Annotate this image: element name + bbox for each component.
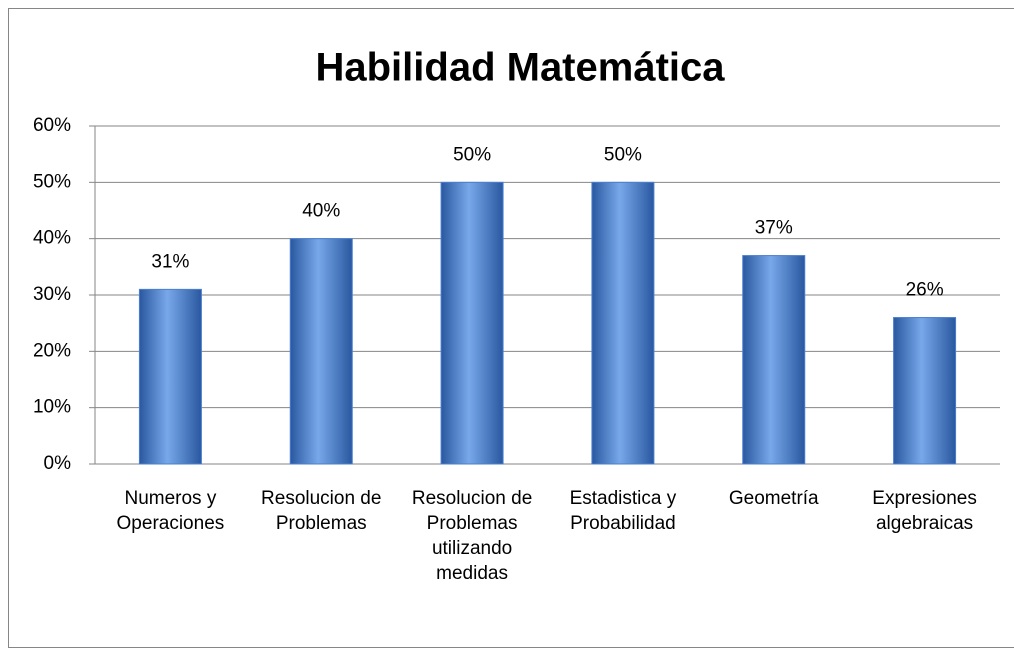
y-tick-label: 40% — [33, 228, 71, 249]
y-tick-label: 30% — [33, 284, 71, 305]
y-tick-label: 50% — [33, 171, 71, 192]
bar — [591, 181, 655, 465]
bar — [289, 238, 353, 465]
y-tick-label: 60% — [33, 115, 71, 136]
chart-title: Habilidad Matemática — [315, 46, 725, 90]
bar — [138, 288, 202, 465]
x-tick-label: Estadistica y Probabilidad — [569, 488, 677, 534]
data-label: 31% — [151, 251, 189, 272]
data-label: 37% — [755, 218, 793, 239]
bar — [893, 317, 957, 465]
data-label: 40% — [302, 201, 340, 222]
y-tick-label: 20% — [33, 340, 71, 361]
chart: Habilidad Matemática 0% 10% 20% 30% 40% 50% 60… — [33, 46, 1000, 474]
y-tick-label: 0% — [44, 453, 72, 474]
x-tick-label: Resolucion de Problemas — [261, 488, 382, 534]
y-tick-label: 10% — [33, 397, 71, 418]
x-tick-label: Geometría — [728, 488, 819, 509]
data-label: 50% — [453, 144, 491, 165]
page: {"chart_data": {"type": "bar", "title": … — [8, 8, 1014, 648]
x-tick-label: Expresiones algebraicas — [872, 488, 977, 534]
data-label: 50% — [604, 144, 642, 165]
x-tick-label: Numeros y Operaciones — [116, 488, 225, 534]
bar — [440, 181, 504, 465]
bar — [742, 255, 806, 465]
x-tick-label: Resolucion de Problemas utilizando medid… — [411, 488, 533, 584]
data-label: 26% — [906, 280, 944, 301]
